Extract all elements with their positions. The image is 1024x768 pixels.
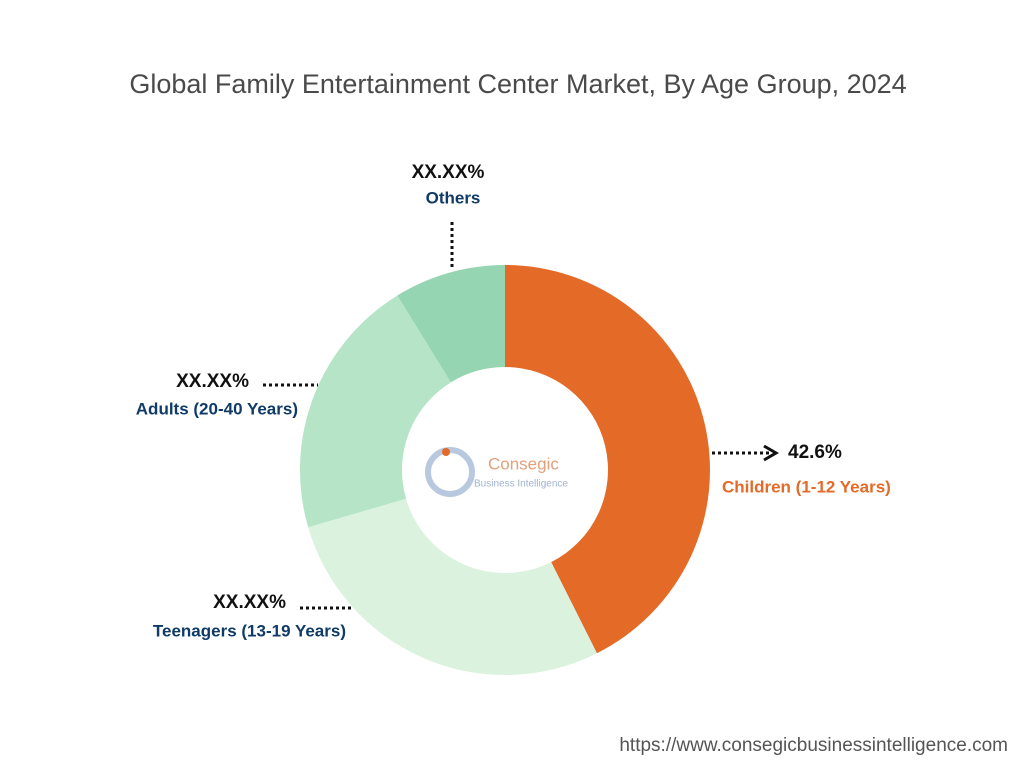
leader-arrow: [763, 444, 779, 462]
value-label: XX.XX%: [412, 162, 485, 183]
logo: Consegic Business Intelligence: [425, 447, 568, 497]
logo-brand: Consegic: [488, 454, 559, 473]
value-label: XX.XX%: [176, 371, 249, 392]
source-url: https://www.consegicbusinessintelligence…: [619, 735, 1008, 756]
chart-title: Global Family Entertainment Center Marke…: [129, 69, 906, 99]
category-label: Adults (20-40 Years): [136, 399, 298, 418]
donut-slice: [300, 295, 451, 528]
category-label: Children (1-12 Years): [722, 477, 891, 496]
value-label: XX.XX%: [213, 592, 286, 613]
donut-slice: [505, 265, 711, 654]
category-label: Others: [426, 188, 481, 207]
logo-ring: [425, 447, 475, 497]
donut-slice: [397, 265, 505, 383]
logo-dot: [442, 448, 450, 456]
category-label: Teenagers (13-19 Years): [153, 621, 346, 640]
value-label: 42.6%: [788, 442, 842, 463]
donut-slice: [308, 498, 597, 676]
donut: [300, 265, 711, 676]
logo-tagline: Business Intelligence: [474, 479, 568, 490]
